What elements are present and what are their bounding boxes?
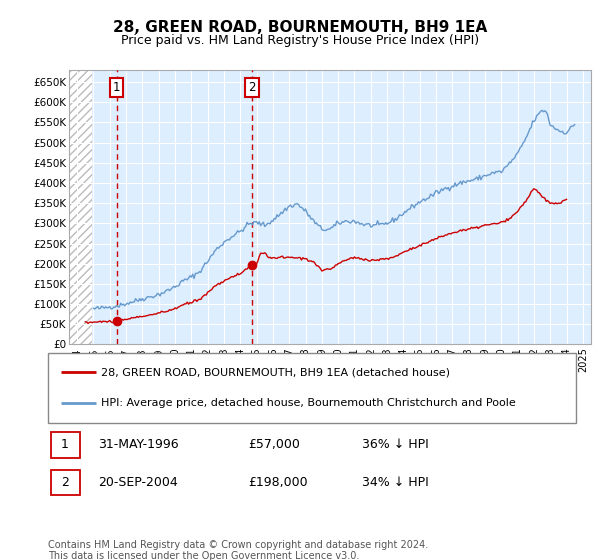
FancyBboxPatch shape [50, 469, 80, 496]
Text: £198,000: £198,000 [248, 476, 308, 489]
Text: Contains HM Land Registry data © Crown copyright and database right 2024.
This d: Contains HM Land Registry data © Crown c… [48, 540, 428, 560]
Text: 28, GREEN ROAD, BOURNEMOUTH, BH9 1EA: 28, GREEN ROAD, BOURNEMOUTH, BH9 1EA [113, 20, 487, 35]
Text: 1: 1 [113, 81, 121, 94]
Text: 20-SEP-2004: 20-SEP-2004 [98, 476, 178, 489]
Text: 28, GREEN ROAD, BOURNEMOUTH, BH9 1EA (detached house): 28, GREEN ROAD, BOURNEMOUTH, BH9 1EA (de… [101, 367, 450, 377]
Text: 36% ↓ HPI: 36% ↓ HPI [362, 438, 429, 451]
Text: 31-MAY-1996: 31-MAY-1996 [98, 438, 179, 451]
Text: HPI: Average price, detached house, Bournemouth Christchurch and Poole: HPI: Average price, detached house, Bour… [101, 398, 515, 408]
Text: 1: 1 [61, 438, 69, 451]
Text: Price paid vs. HM Land Registry's House Price Index (HPI): Price paid vs. HM Land Registry's House … [121, 34, 479, 46]
Text: 34% ↓ HPI: 34% ↓ HPI [362, 476, 429, 489]
Text: 2: 2 [248, 81, 256, 94]
Text: 2: 2 [61, 476, 69, 489]
Text: £57,000: £57,000 [248, 438, 301, 451]
FancyBboxPatch shape [50, 432, 80, 458]
FancyBboxPatch shape [48, 353, 576, 423]
